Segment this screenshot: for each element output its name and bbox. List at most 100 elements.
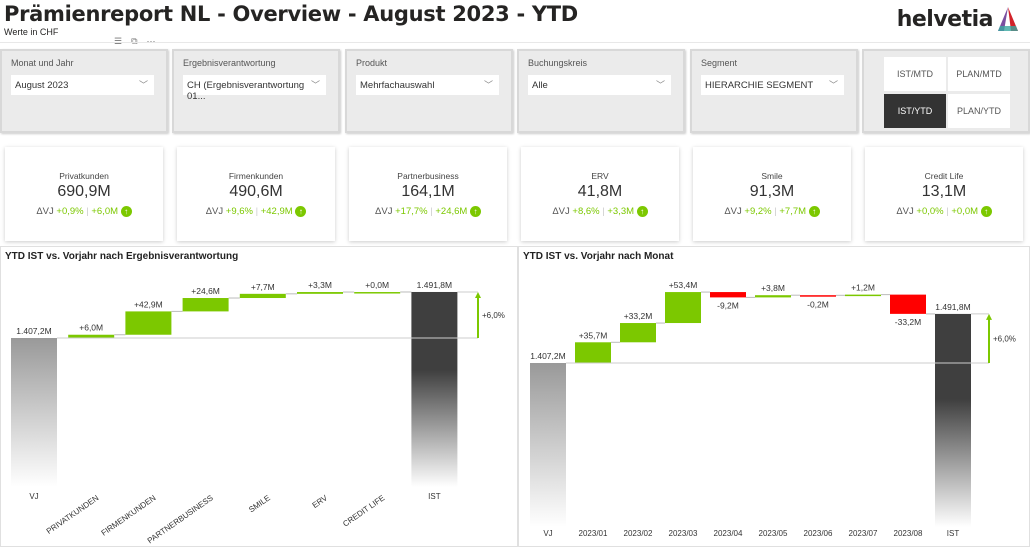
kpi-delta: ΔVJ +8,6% | +3,3M ↑ (521, 206, 679, 217)
data-label: +3,3M (308, 280, 332, 290)
kpi-name: Credit Life (924, 171, 964, 181)
axis-label: VJ (543, 529, 552, 538)
data-label: +3,8M (761, 283, 785, 293)
bar-delta (68, 334, 115, 338)
plan-mtd-button[interactable]: PLAN/MTD (948, 57, 1010, 91)
helvetia-logo: helvetia (897, 6, 1020, 32)
arrow-up-circle-icon: ↑ (469, 206, 481, 217)
slicer-buchungskreis: Buchungskreis Alle ﹀ (517, 49, 685, 133)
axis-label: 2023/08 (894, 529, 923, 538)
data-label: -9,2M (717, 300, 739, 310)
kpi-name: Partnerbusiness (397, 171, 459, 181)
kpi-value: 690,9M (57, 183, 111, 200)
kpi-delta: ΔVJ +17,7% | +24,6M ↑ (349, 206, 507, 217)
data-label: +33,2M (624, 311, 653, 321)
slicer-produkt: Produkt Mehrfachauswahl ﹀ (345, 49, 513, 133)
data-label: 1.491,8M (935, 302, 970, 312)
chart-svg: 1.407,2M +6,0M +42,9M +24,6M +7,7M +3,3M +0,0M… (11, 280, 505, 545)
kpi-delta: ΔVJ +9,2% | +7,7M ↑ (693, 206, 851, 217)
more-options-icon[interactable]: ⋯ (146, 36, 156, 46)
slicer-dropdown[interactable]: HIERARCHIE SEGMENT ﹀ (701, 75, 844, 95)
axis-label: 2023/01 (579, 529, 608, 538)
delta-abs: +7,7M (779, 206, 807, 218)
slicer-dropdown[interactable]: CH (Ergebnisverantwortung 01... ﹀ (183, 75, 326, 102)
bar-start (11, 338, 57, 487)
axis-label: 2023/06 (804, 529, 833, 538)
arrow-up-circle-icon: ↑ (980, 206, 992, 217)
bar-delta (575, 342, 611, 363)
data-label: 1.407,2M (530, 351, 565, 361)
slicer-dropdown[interactable]: August 2023 ﹀ (11, 75, 154, 95)
slicer-dropdown[interactable]: Alle ﹀ (528, 75, 671, 95)
delta-abs: +24,6M (435, 206, 468, 218)
chart-svg: 1.407,2M +35,7M +33,2M +53,4M -9,2M +3,8M -0,2… (530, 280, 1016, 538)
delta-label: ΔVJ (375, 206, 393, 218)
bar-delta (354, 292, 401, 294)
kpi-name: Privatkunden (59, 171, 109, 181)
slicer-value: Alle (532, 80, 548, 91)
slicer-value: CH (Ergebnisverantwortung 01... (187, 80, 305, 102)
kpi-card-partnerbusiness: Partnerbusiness 164,1M ΔVJ +17,7% | +24,… (349, 147, 507, 241)
delta-label: ΔVJ (205, 206, 224, 218)
chart-title: YTD IST vs. Vorjahr nach Ergebnisverantw… (5, 251, 239, 262)
delta-label: ΔVJ (724, 206, 742, 218)
chevron-down-icon: ﹀ (828, 80, 838, 90)
arrow-up-icon (475, 291, 481, 298)
delta-abs: +0,0M (951, 206, 979, 218)
data-label: 1.491,8M (417, 280, 452, 290)
axis-label: 2023/02 (624, 529, 653, 538)
slicer-ergebnisverantwortung: Ergebnisverantwortung CH (Ergebnisverantw… (172, 49, 340, 133)
chevron-down-icon: ﹀ (483, 80, 493, 90)
axis-label: 2023/07 (849, 529, 878, 538)
bar-end (411, 291, 458, 487)
slicer-dropdown[interactable]: Mehrfachauswahl ﹀ (356, 75, 499, 95)
slicer-label: Segment (701, 58, 738, 68)
focus-mode-icon[interactable]: ⧉ (131, 36, 138, 46)
plan-ytd-button[interactable]: PLAN/YTD (948, 94, 1010, 128)
waterfall-chart-ergebnisverantwortung: YTD IST vs. Vorjahr nach Ergebnisverantw… (0, 246, 518, 547)
kpi-name: Smile (761, 171, 783, 181)
bar-delta (890, 294, 926, 314)
delta-label: ΔVJ (36, 206, 54, 218)
data-label: 1.407,2M (16, 326, 51, 336)
delta-abs: +42,9M (260, 206, 293, 218)
data-label: +1,2M (851, 283, 875, 293)
arrow-up-circle-icon: ↑ (295, 206, 307, 217)
kpi-delta: ΔVJ +0,0% | +0,0M ↑ (865, 206, 1023, 217)
bar-end (935, 313, 971, 527)
bar-delta (297, 292, 343, 294)
data-label: +24,6M (191, 286, 220, 296)
delta-pct: +0,9% (56, 206, 84, 218)
ist-ytd-button[interactable]: IST/YTD (884, 94, 946, 128)
delta-pct: +8,6% (572, 206, 600, 218)
kpi-value: 490,6M (229, 183, 283, 200)
header-divider (0, 42, 1030, 43)
data-label: +6,0M (79, 323, 103, 333)
waterfall-chart-monat: YTD IST vs. Vorjahr nach Monat 1.407,2M +… (518, 246, 1030, 547)
axis-label: 2023/03 (669, 529, 698, 538)
kpi-name: Firmenkunden (228, 171, 284, 181)
data-label: +7,7M (251, 282, 275, 292)
kpi-card-smile: Smile 91,3M ΔVJ +9,2% | +7,7M ↑ (693, 147, 851, 241)
delta-abs: +6,0M (91, 206, 119, 218)
data-label: +42,9M (134, 299, 163, 309)
axis-label: CREDIT LIFE (341, 493, 386, 528)
bar-delta (182, 298, 229, 312)
bar-delta (845, 294, 881, 297)
axis-label: 2023/05 (759, 529, 788, 538)
chevron-down-icon: ﹀ (138, 80, 148, 90)
ist-mtd-button[interactable]: IST/MTD (884, 57, 946, 91)
bar-delta (710, 292, 746, 298)
kpi-value: 41,8M (577, 183, 623, 200)
delta-abs: +3,3M (607, 206, 635, 218)
delta-pct: +17,7% (395, 206, 428, 218)
filter-icon[interactable]: ☰ (114, 36, 123, 46)
data-label: -33,2M (895, 317, 921, 327)
slicer-label: Buchungskreis (528, 58, 588, 68)
kpi-delta: ΔVJ +0,9% | +6,0M ↑ (5, 206, 163, 217)
chevron-down-icon: ﹀ (655, 80, 665, 90)
change-label: +6,0% (482, 311, 505, 320)
kpi-card-firmenkunden: Firmenkunden 490,6M ΔVJ +9,6% | +42,9M ↑ (177, 147, 335, 241)
kpi-value: 164,1M (401, 183, 455, 200)
data-label: +0,0M (365, 280, 389, 290)
